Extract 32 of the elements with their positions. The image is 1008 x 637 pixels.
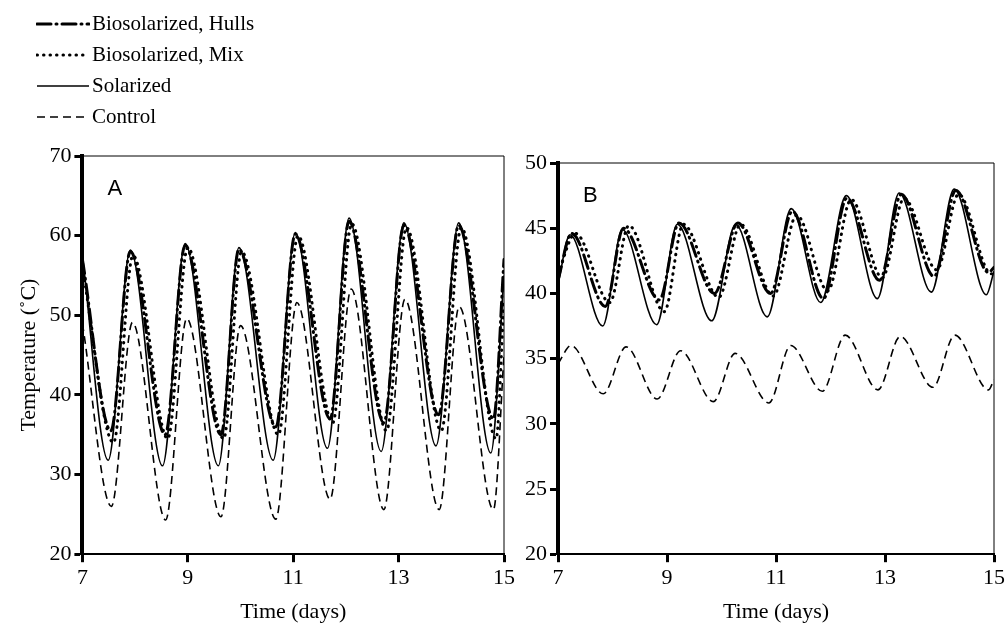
y-tick-label: 45 [525, 213, 547, 239]
y-tick-label: 40 [525, 279, 547, 305]
x-axis-title: Time (days) [240, 597, 347, 623]
x-tick-label: 7 [76, 564, 88, 590]
y-tick-label: 30 [49, 460, 72, 486]
x-tick-label: 13 [387, 564, 410, 590]
y-tick-label: 60 [49, 221, 72, 247]
x-tick-label: 7 [552, 564, 564, 590]
y-tick-label: 40 [49, 380, 72, 406]
x-tick-label: 9 [182, 564, 194, 590]
x-tick-label: 15 [493, 564, 515, 590]
y-tick-label: 70 [49, 141, 72, 167]
y-tick-label: 20 [525, 539, 547, 565]
x-tick-label: 11 [765, 564, 787, 590]
x-tick-label: 13 [874, 564, 896, 590]
y-tick-label: 30 [525, 409, 547, 435]
x-tick-label: 11 [282, 564, 304, 590]
y-tick-label: 50 [525, 148, 547, 174]
x-tick-label: 15 [983, 564, 1005, 590]
y-tick-label: 50 [49, 301, 72, 327]
y-tick-label: 25 [525, 474, 547, 500]
legend-label: Control [92, 103, 157, 130]
legend-label: Biosolarized, Mix [92, 41, 244, 68]
annotation: B [583, 182, 598, 208]
y-tick-label: 20 [49, 539, 72, 565]
x-axis-title: Time (days) [722, 597, 830, 623]
y-tick-label: 35 [525, 344, 547, 370]
annotation: A [107, 175, 123, 201]
x-tick-label: 9 [661, 564, 673, 590]
legend-label: Biosolarized, Hulls [92, 10, 255, 37]
legend-label: Solarized [92, 72, 172, 99]
y-axis-title: Temperature (˚C) [14, 278, 40, 432]
